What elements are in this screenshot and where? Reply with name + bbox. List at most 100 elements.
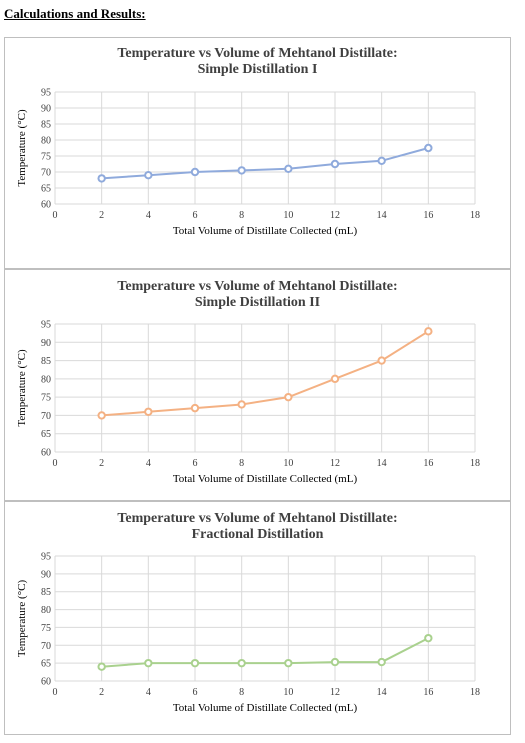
- y-axis-title: Temperature (°C): [16, 580, 28, 658]
- chart-panel-fractional-distillation: Temperature vs Volume of Mehtanol Distil…: [4, 501, 511, 735]
- data-point: [237, 400, 246, 409]
- y-axis-title: Temperature (°C): [16, 349, 28, 427]
- x-tick-label: 18: [470, 458, 480, 469]
- y-tick-label: 85: [41, 587, 51, 598]
- x-tick-label: 2: [99, 458, 104, 469]
- x-tick-label: 12: [330, 458, 340, 469]
- chart-title-line-1: Temperature vs Volume of Mehtanol Distil…: [117, 46, 398, 61]
- x-tick-label: 14: [377, 687, 387, 698]
- chart-title: Temperature vs Volume of Mehtanol Distil…: [5, 279, 510, 311]
- x-tick-label: 8: [239, 687, 244, 698]
- y-tick-label: 80: [41, 605, 51, 616]
- y-tick-label: 95: [41, 88, 51, 99]
- chart-panel-simple-distillation-1: Temperature vs Volume of Mehtanol Distil…: [4, 37, 511, 269]
- y-tick-label: 90: [41, 104, 51, 115]
- x-axis-title: Total Volume of Distillate Collected (mL…: [173, 225, 358, 237]
- data-point: [330, 657, 340, 667]
- x-tick-label: 0: [53, 687, 58, 698]
- x-tick-label: 6: [193, 458, 198, 469]
- y-tick-label: 65: [41, 184, 51, 195]
- x-tick-label: 14: [377, 458, 387, 469]
- y-tick-label: 85: [41, 120, 51, 131]
- data-point: [190, 403, 200, 413]
- x-tick-label: 18: [470, 210, 480, 221]
- x-tick-label: 8: [239, 458, 244, 469]
- x-tick-label: 2: [99, 687, 104, 698]
- x-tick-label: 16: [423, 687, 433, 698]
- data-point: [144, 407, 153, 416]
- y-tick-label: 70: [41, 168, 51, 179]
- x-tick-label: 18: [470, 687, 480, 698]
- data-point: [377, 657, 386, 667]
- data-point: [424, 327, 433, 336]
- x-tick-label: 10: [283, 210, 293, 221]
- y-tick-label: 70: [41, 641, 51, 652]
- chart-subtitle: Fractional Distillation: [191, 527, 324, 542]
- chart-title: Temperature vs Volume of Mehtanol Distil…: [5, 46, 510, 78]
- y-tick-label: 75: [41, 152, 51, 163]
- series-line: [101, 330, 429, 417]
- x-tick-label: 12: [330, 210, 340, 221]
- y-tick-label: 90: [41, 338, 51, 349]
- x-tick-label: 0: [53, 458, 58, 469]
- data-point: [424, 633, 433, 643]
- x-tick-label: 0: [53, 210, 58, 221]
- data-point: [284, 164, 293, 174]
- data-point: [97, 411, 106, 420]
- chart-svg: 60 65 70 75 80 85 90 95 0 2 4 6 8 10 12 14 16 18 Total Vol…: [16, 552, 480, 715]
- chart-panel-simple-distillation-2: Temperature vs Volume of Mehtanol Distil…: [4, 269, 511, 501]
- x-tick-label: 10: [283, 458, 293, 469]
- chart-subtitle: Simple Distillation I: [197, 62, 318, 77]
- x-tick-label: 16: [423, 458, 433, 469]
- data-point: [330, 159, 340, 169]
- data-point: [97, 662, 106, 671]
- x-tick-label: 8: [239, 210, 244, 221]
- y-tick-label: 75: [41, 623, 51, 634]
- data-point: [190, 167, 200, 177]
- data-point: [237, 658, 246, 668]
- data-point: [377, 356, 386, 365]
- chart-svg: 60 65 70 75 80 85 90 95 0 2 4 6 8 10 12 14 16 18 Total Vol…: [16, 320, 480, 486]
- data-point: [284, 658, 293, 668]
- y-tick-label: 85: [41, 356, 51, 367]
- chart-title-line-1: Temperature vs Volume of Mehtanol Distil…: [117, 279, 398, 294]
- y-tick-label: 60: [41, 200, 51, 211]
- data-point: [144, 171, 153, 180]
- x-tick-label: 4: [146, 458, 151, 469]
- y-tick-label: 80: [41, 136, 51, 147]
- data-point: [190, 658, 200, 668]
- x-tick-label: 10: [283, 687, 293, 698]
- x-tick-label: 14: [377, 210, 387, 221]
- y-tick-label: 60: [41, 677, 51, 688]
- y-tick-label: 60: [41, 448, 51, 459]
- page-heading: Calculations and Results:: [4, 6, 146, 21]
- y-tick-label: 95: [41, 320, 51, 331]
- x-tick-label: 6: [193, 210, 198, 221]
- x-tick-label: 16: [423, 210, 433, 221]
- data-point: [97, 174, 106, 183]
- data-point: [330, 374, 340, 384]
- y-tick-label: 65: [41, 659, 51, 670]
- x-axis-title: Total Volume of Distillate Collected (mL…: [173, 702, 358, 714]
- y-tick-label: 90: [41, 569, 51, 580]
- y-tick-label: 70: [41, 411, 51, 422]
- data-point: [144, 658, 153, 668]
- chart-subtitle: Simple Distillation II: [194, 295, 321, 310]
- x-tick-label: 4: [146, 687, 151, 698]
- y-tick-label: 95: [41, 552, 51, 563]
- series-line: [101, 637, 429, 668]
- y-tick-label: 75: [41, 393, 51, 404]
- data-point: [424, 143, 433, 153]
- chart-title-line-1: Temperature vs Volume of Mehtanol Distil…: [117, 511, 398, 526]
- chart-svg: 60 65 70 75 80 85 90 95 0 2 4 6 8 10 12 14 16 18 Total Vol…: [16, 88, 480, 238]
- x-axis-title: Total Volume of Distillate Collected (mL…: [173, 473, 358, 485]
- y-tick-label: 65: [41, 429, 51, 440]
- chart-title: Temperature vs Volume of Mehtanol Distil…: [5, 511, 510, 543]
- x-tick-label: 4: [146, 210, 151, 221]
- x-tick-label: 6: [193, 687, 198, 698]
- series-line: [101, 147, 429, 180]
- y-axis-title: Temperature (°C): [16, 109, 28, 187]
- data-point: [377, 156, 386, 166]
- x-tick-label: 2: [99, 210, 104, 221]
- data-point: [284, 392, 293, 402]
